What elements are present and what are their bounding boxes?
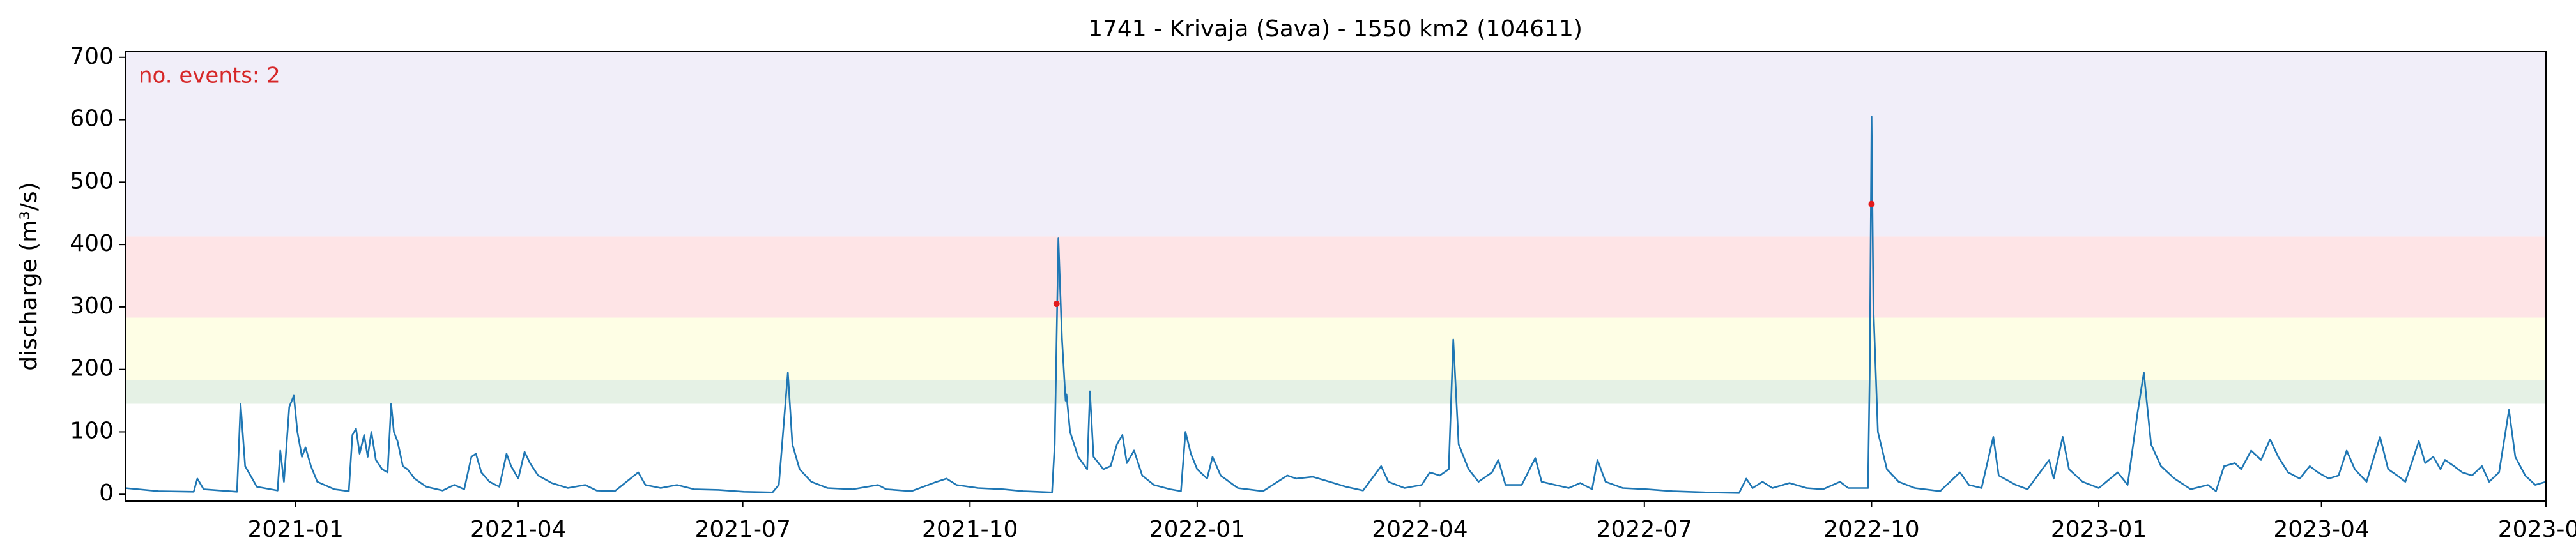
y-tick-label: 600 — [70, 106, 114, 132]
x-tick-label: 2022-10 — [1823, 516, 1919, 543]
plot-frame — [125, 51, 2547, 502]
y-tick-label: 200 — [70, 356, 114, 382]
x-tick-label: 2021-10 — [922, 516, 1018, 543]
x-tick-label: 2021-07 — [694, 516, 790, 543]
y-tick-label: 100 — [70, 417, 114, 444]
y-axis-label: discharge (m³/s) — [16, 182, 42, 370]
x-tick-label: 2022-07 — [1597, 516, 1692, 543]
x-tick-label: 2023-04 — [2273, 516, 2369, 543]
y-tick-label: 700 — [70, 43, 114, 70]
y-tick-label: 300 — [70, 293, 114, 319]
x-tick-label: 2021-04 — [470, 516, 566, 543]
y-tick-label: 400 — [70, 230, 114, 257]
chart-title: 1741 - Krivaja (Sava) - 1550 km2 (104611… — [1088, 16, 1583, 42]
annotation: no. events: 2 — [139, 63, 280, 89]
x-tick-label: 2022-04 — [1372, 516, 1468, 543]
x-tick-label: 2023-01 — [2051, 516, 2147, 543]
event-point — [1053, 301, 1060, 308]
x-tick-label: 2023-07 — [2498, 516, 2576, 543]
y-tick-label: 0 — [99, 480, 114, 506]
x-tick-label: 2022-01 — [1149, 516, 1245, 543]
x-tick-label: 2021-01 — [248, 516, 344, 543]
event-point — [1868, 200, 1875, 207]
threshold-band — [125, 317, 2546, 380]
discharge-line — [125, 116, 2547, 494]
threshold-band — [125, 236, 2546, 318]
threshold-band — [125, 380, 2546, 404]
threshold-band — [125, 52, 2546, 237]
y-tick-label: 500 — [70, 168, 114, 194]
